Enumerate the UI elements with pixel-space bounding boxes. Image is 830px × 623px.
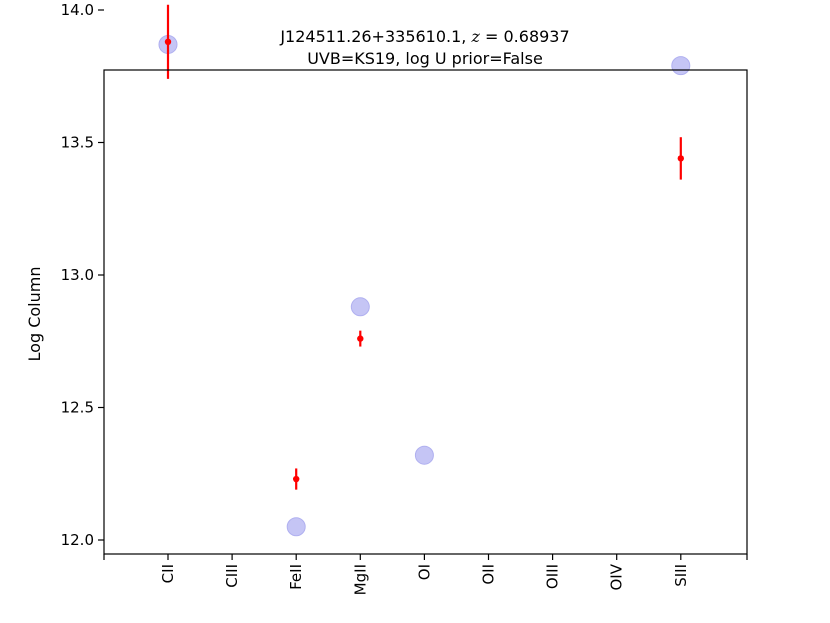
- measured-point-feii: [293, 475, 300, 483]
- y-tick-label: 12.0: [61, 531, 94, 549]
- y-tick-label: 14.0: [61, 1, 94, 19]
- title-z-variable: z: [470, 27, 480, 46]
- y-tick-label: 13.0: [61, 266, 94, 284]
- title-z-value: = 0.68937: [480, 27, 570, 46]
- title-object: J124511.26+335610.1,: [279, 27, 471, 46]
- measured-point-cii: [164, 38, 172, 45]
- measured-point-siii: [677, 155, 684, 162]
- y-axis-label: Log Column: [25, 267, 44, 362]
- model-point-siii: [671, 56, 691, 76]
- x-tick-label: MgII: [351, 564, 369, 595]
- model-point-mgii: [350, 297, 370, 317]
- x-tick-label: CIII: [223, 564, 241, 588]
- chart-title-line2: UVB=KS19, log U prior=False: [307, 49, 543, 68]
- axes: 12.012.513.013.514.014.515.015.5CIICIIIF…: [61, 1, 748, 595]
- y-tick-label: 12.5: [61, 399, 94, 417]
- x-tick-label: OIII: [544, 564, 562, 589]
- y-tick-label: 13.5: [61, 134, 94, 152]
- plot-frame: [103, 69, 748, 555]
- chart-title-line1: J124511.26+335610.1, z = 0.68937: [279, 27, 569, 46]
- model-point-oi: [414, 445, 434, 465]
- model-point-feii: [286, 517, 306, 537]
- x-tick-label: SIII: [672, 564, 690, 587]
- x-tick-label: OIV: [608, 563, 626, 590]
- plot-area: [158, 4, 691, 537]
- x-tick-label: OI: [415, 564, 433, 580]
- x-tick-label: FeII: [287, 564, 305, 590]
- measured-point-mgii: [357, 335, 364, 342]
- x-tick-label: OII: [480, 564, 498, 585]
- x-tick-label: CII: [159, 564, 177, 583]
